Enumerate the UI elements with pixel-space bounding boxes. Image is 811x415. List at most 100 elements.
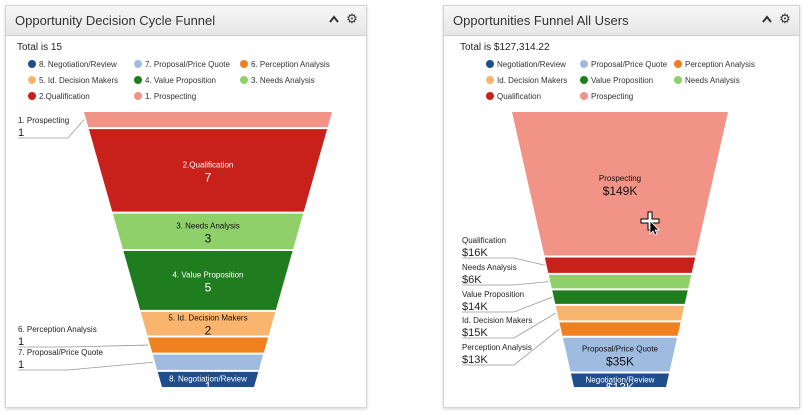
funnel-stage-value: $15K <box>462 327 488 339</box>
funnel-segment[interactable] <box>147 337 269 353</box>
leader-line <box>462 296 553 313</box>
funnel-segment[interactable] <box>512 112 728 256</box>
legend-item[interactable]: 5. Id. Decision Makers <box>28 76 118 85</box>
dashlet-header: Opportunity Decision Cycle Funnel ⚙ <box>6 6 366 36</box>
legend-item[interactable]: 8. Negotiation/Review <box>28 60 117 69</box>
funnel-stage-label: Proposal/Price Quote <box>582 345 659 354</box>
dashlet-decision-cycle-funnel: Opportunity Decision Cycle Funnel ⚙ Tota… <box>5 5 367 408</box>
funnel-segment[interactable] <box>548 274 692 289</box>
funnel-stage-value: $35K <box>606 355 634 369</box>
legend-swatch <box>134 60 142 68</box>
funnel-stage-value: 1 <box>18 336 24 348</box>
chevron-up-icon[interactable] <box>759 10 775 28</box>
legend-swatch <box>486 76 494 84</box>
legend-item[interactable]: Needs Analysis <box>674 76 740 85</box>
legend-swatch <box>240 76 248 84</box>
funnel-segment[interactable] <box>123 251 293 310</box>
legend-swatch <box>134 76 142 84</box>
funnel-segment[interactable] <box>140 311 276 336</box>
gear-icon[interactable]: ⚙ <box>346 11 358 26</box>
funnel-stage-value: 1 <box>205 379 212 393</box>
legend-label: Value Proposition <box>591 76 654 85</box>
legend-swatch <box>580 60 588 68</box>
funnel-stage-label: 1. Prospecting <box>18 116 69 125</box>
legend-label: Id. Decision Makers <box>497 76 568 85</box>
funnel-chart: Prospecting$149K Qualification $16K Needs A… <box>462 112 728 394</box>
leader-line <box>462 328 560 366</box>
legend-item[interactable]: Qualification <box>486 92 541 101</box>
funnel-segment[interactable] <box>84 112 332 128</box>
legend-swatch <box>134 92 142 100</box>
funnel-stage-label: 3. Needs Analysis <box>176 221 240 230</box>
funnel-segment[interactable] <box>157 371 259 387</box>
funnel-stage-label: Perception Analysis <box>462 343 532 352</box>
dashlet-header: Opportunities Funnel All Users ⚙ <box>444 6 799 36</box>
legend-label: Negotiation/Review <box>497 60 566 69</box>
legend-item[interactable]: Perception Analysis <box>674 60 755 69</box>
funnel-stage-label: 7. Proposal/Price Quote <box>18 348 103 357</box>
funnel-segment[interactable] <box>562 337 678 372</box>
legend-label: Qualification <box>497 92 542 101</box>
leader-line <box>18 361 153 371</box>
funnel-stage-value: 3 <box>205 231 212 245</box>
legend-item[interactable]: Proposal/Price Quote <box>580 60 667 69</box>
legend-swatch <box>240 60 248 68</box>
legend-label: Prospecting <box>591 92 634 101</box>
dashlet-title: Opportunities Funnel All Users <box>453 13 629 28</box>
funnel-segment[interactable] <box>152 354 264 370</box>
legend-item[interactable]: Negotiation/Review <box>486 60 566 69</box>
funnel-stage-value: $16K <box>462 247 488 259</box>
legend-item[interactable]: 1. Prospecting <box>134 92 196 101</box>
funnel-stage-value: $149K <box>603 184 638 198</box>
funnel-stage-value: 1 <box>18 359 24 371</box>
funnel-stage-value: 7 <box>205 170 212 184</box>
dashlet-opportunities-funnel: Opportunities Funnel All Users ⚙ Total i… <box>443 5 800 408</box>
chevron-up-icon[interactable] <box>326 10 342 28</box>
legend-item[interactable]: 6. Perception Analysis <box>240 60 330 69</box>
legend-item[interactable]: 4. Value Proposition <box>134 76 216 85</box>
legend-label: 1. Prospecting <box>145 92 197 101</box>
legend-item[interactable]: 2.Qualification <box>28 92 90 101</box>
legend-label: 4. Value Proposition <box>145 76 217 85</box>
legend-swatch <box>28 60 36 68</box>
funnel-segment[interactable] <box>544 257 696 273</box>
legend-label: Perception Analysis <box>685 60 755 69</box>
funnel-segment[interactable] <box>555 305 685 321</box>
funnel-segment[interactable] <box>552 290 688 304</box>
leader-line <box>462 312 556 339</box>
funnel-stage-label: 4. Value Proposition <box>172 270 243 279</box>
funnel-stage-label: Prospecting <box>599 174 641 183</box>
funnel-segment[interactable] <box>88 129 328 212</box>
leader-line <box>462 281 549 286</box>
gear-icon[interactable]: ⚙ <box>779 11 791 26</box>
legend-label: 6. Perception Analysis <box>251 60 330 69</box>
funnel-stage-label: 8. Negotiation/Review <box>169 374 247 383</box>
dashlet-title: Opportunity Decision Cycle Funnel <box>15 13 216 28</box>
funnel-stage-value: $14K <box>462 301 488 313</box>
legend-item[interactable]: Value Proposition <box>580 76 653 85</box>
legend-item[interactable]: Prospecting <box>580 92 633 101</box>
funnel-stage-label: 5. Id. Decision Makers <box>168 314 247 323</box>
legend-item[interactable]: 7. Proposal/Price Quote <box>134 60 230 69</box>
funnel-segment[interactable] <box>112 213 304 250</box>
legend-swatch <box>580 76 588 84</box>
legend-swatch <box>674 60 682 68</box>
funnel-segment[interactable] <box>559 322 681 336</box>
legend-label: 7. Proposal/Price Quote <box>145 60 230 69</box>
legend-item[interactable]: 3. Needs Analysis <box>240 76 315 85</box>
leader-line <box>18 119 85 139</box>
total-label: Total is 15 <box>17 42 63 53</box>
funnel-stage-label: Value Proposition <box>462 290 524 299</box>
funnel-stage-value: $13K <box>462 354 488 366</box>
funnel-stage-label: Needs Analysis <box>462 263 517 272</box>
leader-line <box>462 257 545 266</box>
legend-swatch <box>674 76 682 84</box>
funnel-stage-label: Qualification <box>462 236 506 245</box>
legend-swatch <box>486 92 494 100</box>
funnel-segment[interactable] <box>570 373 670 387</box>
legend-label: 8. Negotiation/Review <box>39 60 117 69</box>
legend-label: 2.Qualification <box>39 92 90 101</box>
funnel-stage-label: 6. Perception Analysis <box>18 325 97 334</box>
legend-item[interactable]: Id. Decision Makers <box>486 76 567 85</box>
